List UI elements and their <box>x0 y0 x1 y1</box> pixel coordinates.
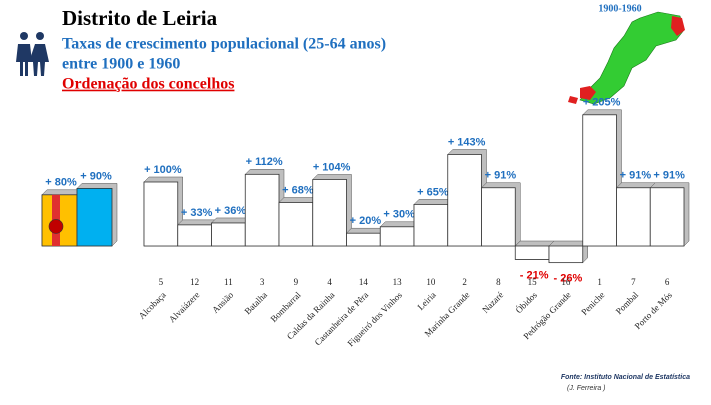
rank-label: 16 <box>561 277 571 287</box>
value-label: + 33% <box>181 207 213 219</box>
rank-label: 4 <box>327 277 332 287</box>
x-tick-label: Alcobaça <box>137 290 168 321</box>
reference-bar <box>76 187 113 247</box>
reference-label: + 80% <box>45 177 77 189</box>
bar <box>616 187 651 247</box>
x-tick-label: Nazaré <box>480 290 505 315</box>
value-label: + 68% <box>282 184 314 196</box>
x-tick-label: Alvaiázere <box>167 290 202 325</box>
value-label: + 36% <box>215 205 247 217</box>
title: Distrito de Leiria <box>62 6 218 30</box>
rank-label: 14 <box>359 277 369 287</box>
people-icon <box>16 32 49 76</box>
rank-label: 2 <box>462 277 467 287</box>
bar <box>278 202 314 247</box>
rank-label: 12 <box>190 277 199 287</box>
rank-label: 15 <box>528 277 538 287</box>
rank-label: 7 <box>631 277 636 287</box>
bar <box>346 232 381 247</box>
reference-label: + 90% <box>80 170 112 182</box>
value-label: + 91% <box>620 170 652 182</box>
bar <box>244 173 280 247</box>
rank-label: 10 <box>426 277 436 287</box>
value-label: + 20% <box>350 215 382 227</box>
bar <box>177 224 212 247</box>
x-tick-label: Leiria <box>415 290 437 312</box>
bar <box>143 181 179 247</box>
value-label: + 100% <box>144 164 182 176</box>
ordering: Ordenação dos concelhos <box>62 76 234 93</box>
bar <box>447 154 482 247</box>
rank-label: 8 <box>496 277 501 287</box>
source: Fonte: Instituto Nacional de Estatística <box>561 374 690 381</box>
x-tick-label: Bombarral <box>268 289 303 324</box>
flag-emblem <box>48 219 64 234</box>
value-label: + 91% <box>485 170 517 182</box>
bar <box>481 187 516 247</box>
value-label: - 21% <box>520 269 549 281</box>
x-tick-label: Peniche <box>579 290 606 317</box>
bar <box>548 245 584 264</box>
rank-label: 6 <box>665 277 670 287</box>
rank-label: 13 <box>393 277 403 287</box>
x-tick-label: Ansião <box>210 289 235 314</box>
value-label: + 104% <box>313 161 351 173</box>
map <box>568 11 685 105</box>
rank-label: 5 <box>159 277 164 287</box>
bar <box>211 222 246 247</box>
value-label: + 205% <box>583 97 621 109</box>
value-label: + 143% <box>448 136 486 148</box>
value-label: + 30% <box>383 209 415 221</box>
bar <box>514 245 550 260</box>
subtitle: Taxas de crescimento populacional (25-64… <box>62 36 386 53</box>
map-label: 1900-1960 <box>598 3 641 14</box>
bar <box>312 179 347 247</box>
rank-label: 3 <box>260 277 265 287</box>
bar <box>379 226 415 247</box>
rank-label: 1 <box>597 277 602 287</box>
subtitle: entre 1900 e 1960 <box>62 56 180 73</box>
bar <box>649 187 685 247</box>
value-label: + 65% <box>417 186 449 198</box>
value-label: - 26% <box>554 273 583 285</box>
value-label: + 112% <box>246 156 283 168</box>
author: (J. Ferreira ) <box>567 385 606 392</box>
bar <box>582 114 617 247</box>
bar <box>413 203 449 247</box>
x-tick-label: Batalha <box>242 290 269 317</box>
x-tick-label: Pombal <box>614 289 641 316</box>
x-tick-label: Óbidos <box>514 289 540 315</box>
value-label: + 91% <box>653 170 685 182</box>
rank-label: 9 <box>294 277 299 287</box>
rank-label: 11 <box>224 277 233 287</box>
